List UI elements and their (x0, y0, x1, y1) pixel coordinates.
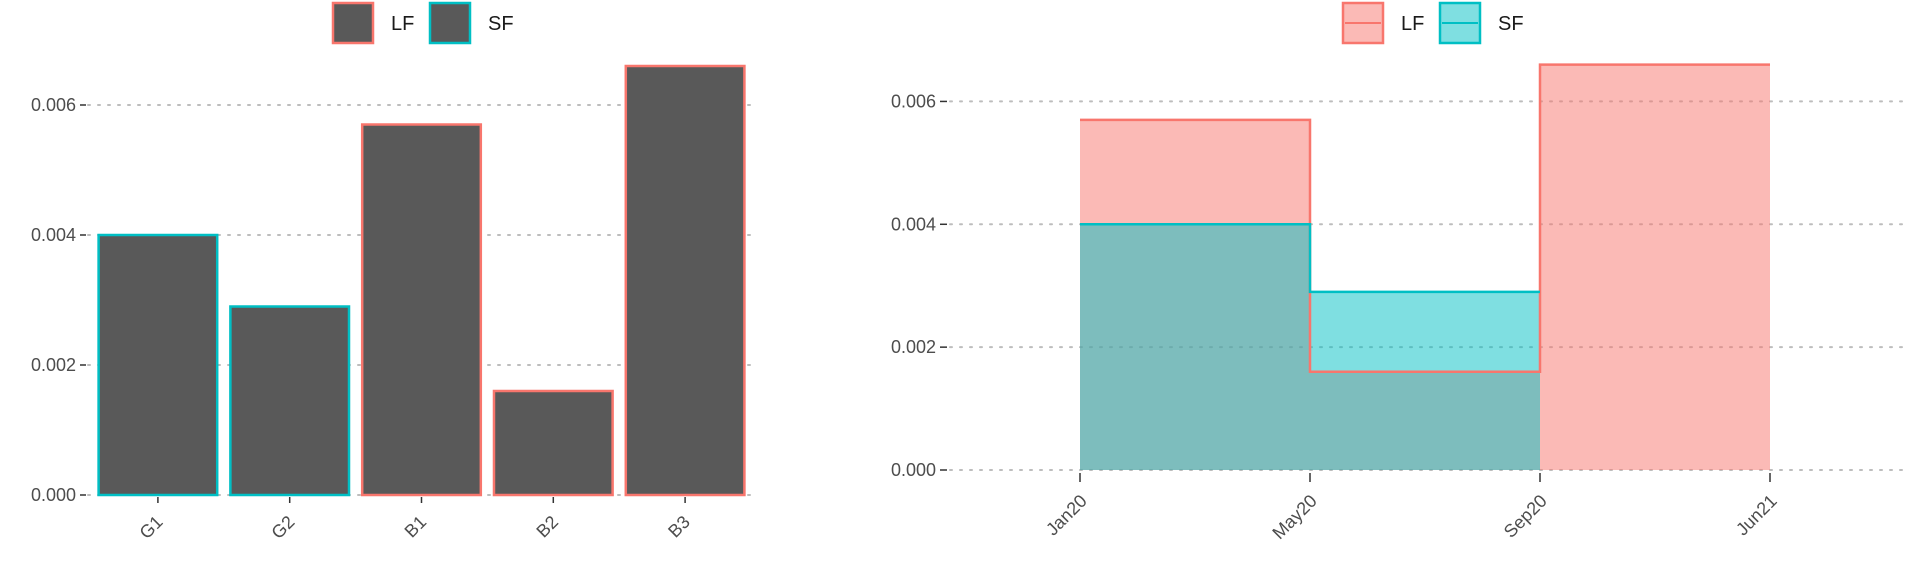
x-tick-label: May20 (1268, 491, 1320, 543)
bar (229, 305, 351, 497)
y-tick-label: 0.006 (891, 91, 936, 111)
bar (97, 233, 219, 497)
legend-label: SF (488, 13, 514, 35)
y-tick-label: 0.004 (891, 214, 936, 234)
y-tick-label: 0.000 (31, 485, 76, 505)
bar (624, 64, 746, 497)
x-tick-label: Jan20 (1042, 491, 1091, 540)
x-tick-label: B3 (664, 512, 694, 542)
line-series-sf (1080, 223, 1540, 294)
line-series-lf (1080, 63, 1770, 373)
x-tick-label: Jun21 (1732, 491, 1781, 540)
bar (360, 123, 483, 497)
bar-chart-panel: 0.000 0.002 0.004 0.006 G1 G2 B1 B2 B3 LF SF (31, 1, 756, 543)
y-tick-label: 0.002 (891, 337, 936, 357)
legend: LF SF (331, 1, 514, 45)
step-area-chart-panel: 0.000 0.002 0.004 0.006 Jan20 May20 Sep20 Jun21… (891, 1, 1911, 543)
legend: LF SF (1341, 1, 1524, 45)
x-tick-label: B1 (401, 512, 431, 542)
y-tick-label: 0.000 (891, 460, 936, 480)
x-tick-label: G2 (267, 512, 298, 543)
x-tick-label: G1 (136, 512, 167, 543)
legend-key-sf (428, 1, 472, 45)
legend-label: LF (1401, 13, 1424, 35)
legend-label: LF (391, 13, 414, 35)
legend-label: SF (1498, 13, 1524, 35)
x-tick-label: B2 (532, 512, 562, 542)
y-tick-label: 0.002 (31, 355, 76, 375)
y-tick-label: 0.004 (31, 225, 76, 245)
legend-key-lf (331, 1, 375, 45)
y-tick-label: 0.006 (31, 95, 76, 115)
area-series-sf (1080, 224, 1770, 470)
bar (492, 389, 614, 497)
x-tick-label: Sep20 (1500, 491, 1551, 542)
